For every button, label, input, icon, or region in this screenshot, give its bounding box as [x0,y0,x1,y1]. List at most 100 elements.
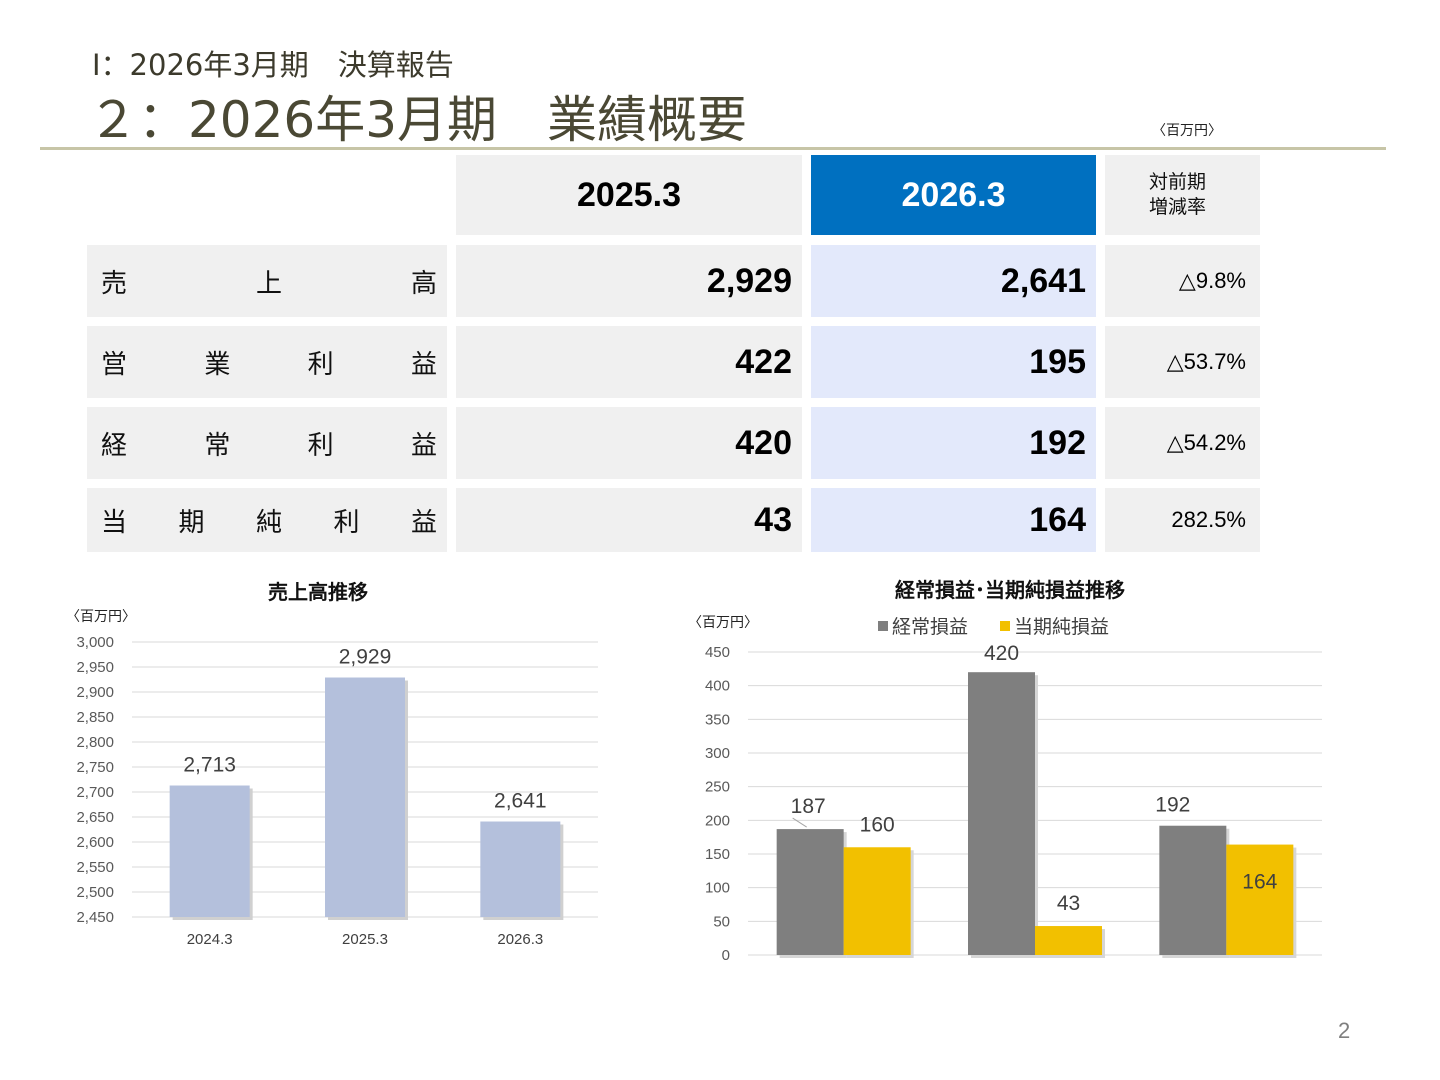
income-chart-title: 経常損益･当期純損益推移 [895,578,1125,602]
bar [1226,844,1294,955]
data-label: 160 [860,813,895,836]
row-label-ordinary-income: 経 常 利 益 [87,407,447,479]
cell-curr: 164 [811,488,1096,552]
column-header-curr: 2026.3 [811,155,1096,235]
bar [843,847,911,955]
value-curr: 164 [1029,500,1086,539]
value-change: △54.2% [1166,430,1246,455]
column-header-prev: 2025.3 [456,155,802,235]
sales-chart-unit: 〈百万円〉 [66,609,136,625]
sales-chart: 2,450 2,500 2,550 2,600 2,650 2,700 2,750 2,800… [76,634,598,948]
y-tick-label: 0 [722,947,730,964]
data-label: 192 [1155,794,1190,817]
cell-change: 282.5% [1105,488,1260,552]
y-tick-label: 150 [705,846,730,863]
column-header-prev-label: 2025.3 [577,175,681,214]
y-tick-label: 2,700 [76,784,114,801]
row-label-char: 経 [101,430,128,461]
row-label-net-income: 当 期 純 利 益 [87,488,447,552]
y-tick-label: 2,550 [76,859,114,876]
page-number: 2 [1338,1018,1351,1043]
y-tick-label: 50 [713,913,730,930]
income-chart: 0 50 100 150 200 250 300 350 400 450 経常損益 当期純損益 187 1… [705,616,1322,964]
legend-swatch [1000,621,1010,631]
y-tick-label: 2,950 [76,659,114,676]
row-label-char: 利 [333,507,360,538]
value-curr: 195 [1029,342,1086,381]
row-label-char: 常 [204,430,231,461]
column-header-curr-label: 2026.3 [901,175,1006,214]
income-chart-unit: 〈百万円〉 [688,615,758,631]
data-label: 187 [791,795,826,818]
row-label-char: 期 [178,507,205,538]
row-label-operating-income: 営 業 利 益 [87,326,447,398]
cell-change: △53.7% [1105,326,1260,398]
row-label: 当 期 純 利 益 [87,502,447,539]
row-label-char: 上 [255,268,282,299]
legend-label: 当期純損益 [1014,616,1109,638]
y-tick-label: 3,000 [76,634,114,651]
sales-chart-title: 売上高推移 [268,580,368,604]
y-tick-label: 200 [705,812,730,829]
y-tick-label: 2,600 [76,834,114,851]
y-tick-label: 450 [705,644,730,661]
y-tick-label: 400 [705,678,730,695]
y-tick-label: 2,650 [76,809,114,826]
value-change: 282.5% [1171,507,1246,532]
value-change: △53.7% [1166,349,1246,374]
row-label: 経 常 利 益 [87,425,447,462]
cell-curr: 192 [811,407,1096,479]
data-label: 43 [1057,892,1080,915]
y-tick-label: 350 [705,711,730,728]
section-subtitle: Ⅰ：2026年3月期 決算報告 [92,48,454,82]
row-label: 売 上 高 [87,263,447,300]
row-label: 営 業 利 益 [87,344,447,381]
cell-prev: 420 [456,407,802,479]
cell-prev: 43 [456,488,802,552]
data-label: 2,713 [183,754,236,777]
bar [169,785,250,917]
title-divider [40,147,1386,150]
value-prev: 422 [735,342,792,381]
x-tick-label: 2026.3 [497,931,543,948]
page-title: ２：2026年3月期 業績概要 [88,91,748,149]
legend-label: 経常損益 [892,616,968,638]
y-tick-label: 2,500 [76,884,114,901]
data-label: 2,929 [339,646,392,669]
legend-swatch [878,621,888,631]
x-tick-label: 2025.3 [342,931,388,948]
value-curr: 2,641 [1000,261,1086,300]
row-label-char: 売 [101,268,128,299]
y-tick-label: 2,450 [76,909,114,926]
column-header-change-label: 対前期 増減率 [1149,171,1207,218]
y-tick-label: 250 [705,779,730,796]
row-label-char: 利 [307,349,334,380]
label-leader-line [792,817,807,828]
bar [325,677,405,917]
value-change: △9.8% [1178,268,1246,293]
row-label-char: 業 [204,349,231,380]
bar [1035,926,1102,955]
value-prev: 43 [754,500,792,539]
row-label-char: 益 [410,430,437,461]
cell-change: △54.2% [1105,407,1260,479]
y-tick-label: 300 [705,745,730,762]
cell-change: △9.8% [1105,245,1260,317]
y-tick-label: 2,900 [76,684,114,701]
row-label-char: 純 [255,507,282,538]
table-unit-label: 〈百万円〉 [1152,123,1222,139]
bar [776,829,844,955]
y-tick-label: 100 [705,880,730,897]
y-tick-label: 2,750 [76,759,114,776]
data-label: 420 [984,642,1019,665]
cell-prev: 422 [456,326,802,398]
row-label-char: 営 [101,349,128,380]
data-label: 164 [1242,871,1277,894]
row-label-char: 当 [101,507,128,538]
bar [1159,825,1227,955]
y-tick-label: 2,850 [76,709,114,726]
row-label-char: 利 [307,430,334,461]
value-prev: 420 [735,423,792,462]
cell-prev: 2,929 [456,245,802,317]
column-header-change: 対前期 増減率 [1105,155,1260,235]
